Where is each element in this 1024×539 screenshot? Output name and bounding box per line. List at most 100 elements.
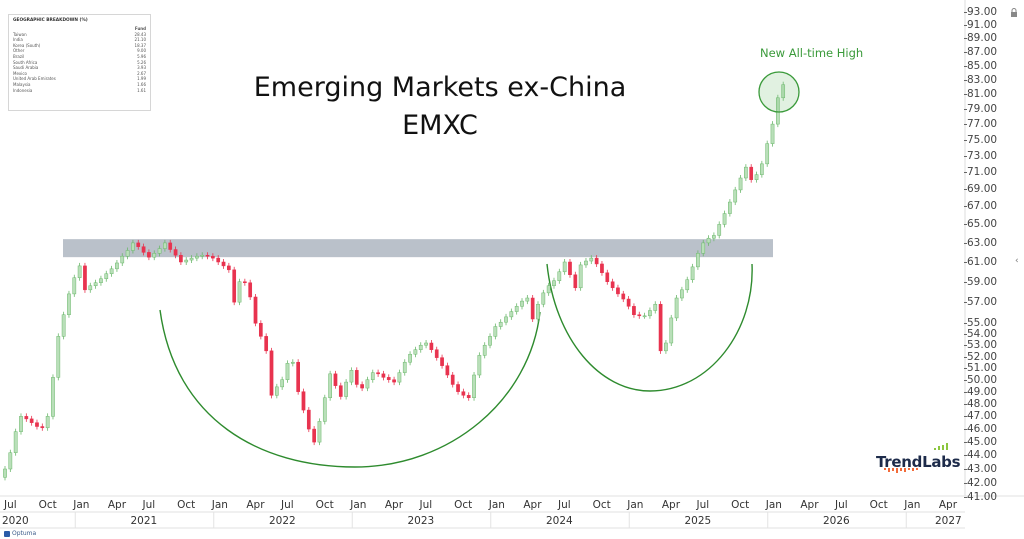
candle <box>632 306 636 315</box>
candle <box>264 336 269 352</box>
candle <box>221 261 226 267</box>
candle <box>664 342 668 352</box>
x-month-label: Apr <box>246 499 265 511</box>
candle <box>456 384 460 392</box>
candle <box>701 242 706 254</box>
resistance-zone-band <box>63 239 773 258</box>
candle <box>418 344 423 350</box>
y-tick-label: 47.00 <box>963 410 998 423</box>
x-month-label: Oct <box>315 499 334 511</box>
candle <box>168 242 173 250</box>
candle <box>360 384 364 389</box>
candle <box>344 381 348 397</box>
candle <box>354 370 359 385</box>
geo-table-row: Korea (South) 18.37 <box>13 43 146 49</box>
candle <box>109 268 114 275</box>
x-year-label: 2027 <box>935 515 962 527</box>
candle <box>115 262 119 270</box>
candle <box>408 353 412 363</box>
y-tick-label: 75.00 <box>963 133 998 146</box>
candle <box>621 293 626 300</box>
candle <box>253 296 258 324</box>
candle <box>578 264 583 289</box>
trendlabs-logo-mark <box>884 443 948 473</box>
candle <box>35 422 39 427</box>
candle <box>67 293 71 315</box>
y-tick-label: 63.00 <box>963 236 998 249</box>
candle <box>296 361 300 392</box>
large-rounding-bottom-arc <box>159 309 541 468</box>
candle <box>125 250 130 257</box>
candle <box>482 344 487 356</box>
geo-country: Malaysia <box>13 81 31 87</box>
candle <box>104 273 109 279</box>
optuma-logo-icon <box>4 530 10 537</box>
candle <box>573 274 578 289</box>
candle <box>770 123 775 144</box>
candle <box>45 416 50 429</box>
geo-value: 21.10 <box>134 37 146 43</box>
candle <box>450 374 455 385</box>
candle <box>744 166 748 179</box>
y-tick-label: 51.00 <box>963 361 998 374</box>
x-month-label: Jul <box>558 499 571 511</box>
y-tick-label: 71.00 <box>963 166 998 179</box>
candle <box>211 255 215 259</box>
x-month-label: Jul <box>835 499 848 511</box>
candle <box>237 281 242 303</box>
candle <box>690 266 695 280</box>
geo-value: 5.26 <box>137 59 146 65</box>
candle <box>338 385 343 397</box>
candle <box>157 248 162 254</box>
candle <box>29 418 34 423</box>
trendlabs-logo: TrendLabs <box>876 443 961 473</box>
candle <box>402 361 407 373</box>
x-year-label: 2021 <box>130 515 158 527</box>
y-tick-label: 52.00 <box>963 350 998 363</box>
x-month-label: Apr <box>800 499 819 511</box>
x-year-label: 2022 <box>269 515 296 527</box>
candle <box>195 255 199 259</box>
x-month-label: Jul <box>696 499 710 511</box>
candle <box>163 242 167 249</box>
candle <box>312 428 316 443</box>
y-tick-label: 59.00 <box>963 275 998 288</box>
geo-country: Other <box>13 48 25 54</box>
candle <box>685 279 690 291</box>
candle <box>290 361 295 364</box>
geo-value: 28.43 <box>134 31 146 37</box>
lock-icon[interactable] <box>1010 8 1018 17</box>
candle <box>552 280 556 287</box>
x-month-label: Oct <box>38 499 57 511</box>
candle <box>51 377 55 417</box>
candle <box>504 316 508 323</box>
candle <box>392 379 396 383</box>
candle <box>19 416 23 432</box>
geo-table-title: GEOGRAPHIC BREAKDOWN (%) <box>13 18 88 23</box>
candle <box>706 237 711 244</box>
candle <box>754 174 759 180</box>
candle <box>530 297 535 320</box>
small-rounding-bottom-arc <box>546 263 753 392</box>
geo-value: 18.37 <box>134 42 146 48</box>
geographic-breakdown-table: GEOGRAPHIC BREAKDOWN (%) Fund Taiwan 28.4… <box>8 14 151 111</box>
geo-value: 5.96 <box>137 53 146 59</box>
x-month-label: Jan <box>350 499 367 511</box>
y-tick-label: 91.00 <box>963 19 998 32</box>
candle <box>658 303 663 352</box>
scroll-left-icon[interactable]: ‹ <box>1015 256 1019 266</box>
candle <box>600 263 604 274</box>
x-month-label: Oct <box>731 499 750 511</box>
candle <box>477 355 482 376</box>
y-tick-label: 42.00 <box>963 476 998 489</box>
candle <box>461 391 466 396</box>
candle <box>584 260 588 266</box>
y-tick-label: 46.00 <box>963 423 998 436</box>
candle <box>429 342 434 350</box>
candle <box>733 189 738 203</box>
x-month-label: Jan <box>488 499 505 511</box>
candle <box>99 278 103 283</box>
geo-table-row: Taiwan 28.43 <box>13 32 146 38</box>
candle <box>616 287 620 295</box>
candle <box>349 370 354 383</box>
